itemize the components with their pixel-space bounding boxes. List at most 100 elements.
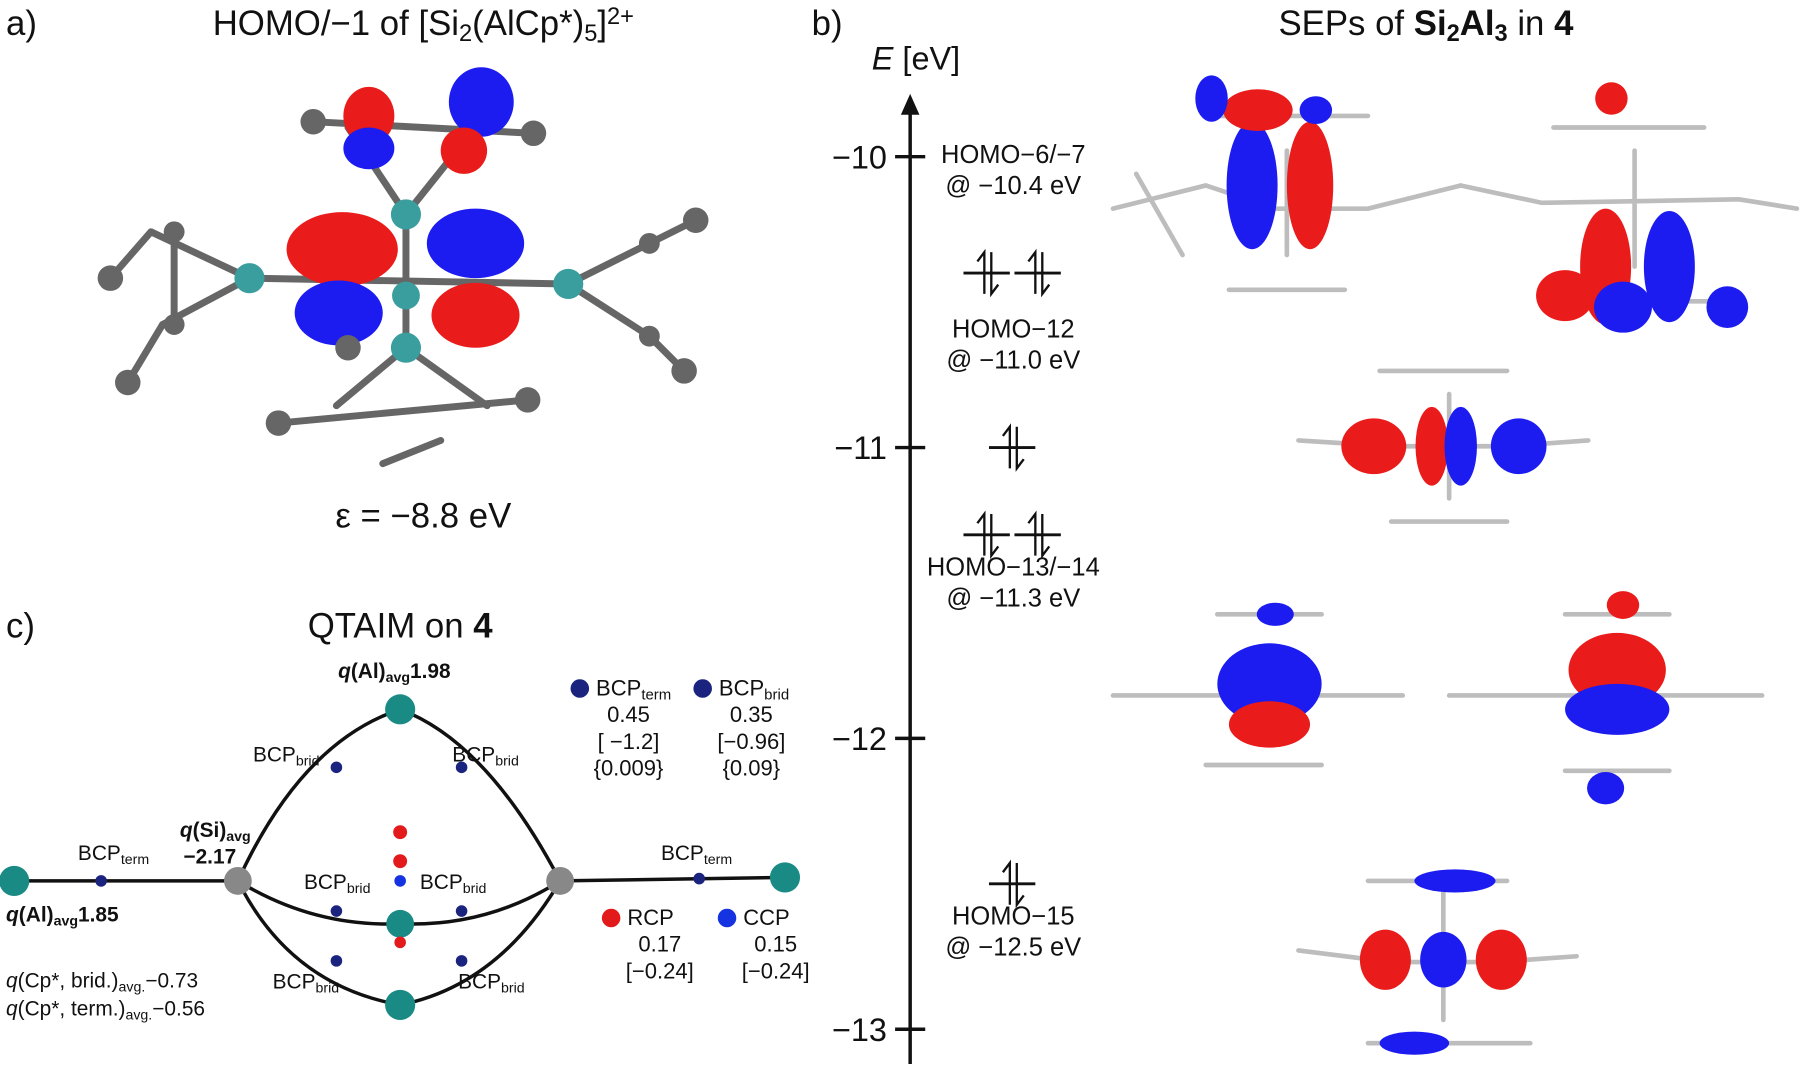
text-segment: −2.17 xyxy=(183,846,236,869)
text-segment: SEPs of xyxy=(1278,5,1413,43)
text-segment: 2+ xyxy=(607,4,634,30)
qtaim-label: q(Al)avg1.98 xyxy=(338,660,451,686)
electron-down xyxy=(990,252,1000,298)
text-segment: BCP xyxy=(304,871,347,894)
text-segment: −0.56 xyxy=(152,997,205,1020)
legend-swatch xyxy=(570,679,590,698)
y-tick-label: −13 xyxy=(832,1012,887,1048)
text-segment: avg xyxy=(54,913,78,929)
text-segment: HOMO/−1 of [Si xyxy=(213,5,459,43)
electron-up xyxy=(1001,423,1011,469)
qtaim-label: BCPbrid xyxy=(452,744,519,769)
text-segment: (Cp*, brid.) xyxy=(18,970,119,993)
text-segment: brid xyxy=(495,753,519,769)
text-segment: term xyxy=(704,852,732,868)
legend-value: [−0.24] xyxy=(626,958,694,983)
qtaim-label: q(Al)avg1.85 xyxy=(6,903,119,928)
text-segment: ] xyxy=(597,5,607,43)
text-segment: brid xyxy=(296,753,320,769)
electron-up xyxy=(1001,859,1011,905)
electron-up xyxy=(1027,248,1037,294)
qtaim-label: BCPbrid xyxy=(458,971,525,997)
text-segment: (Si) xyxy=(193,819,227,842)
text-segment: 3 xyxy=(1495,21,1508,47)
text-segment: q xyxy=(180,819,193,842)
qtaim-points xyxy=(0,694,801,1020)
legend-name: BCPbrid xyxy=(719,675,789,703)
qtaim-label: BCPbrid xyxy=(273,971,340,997)
legend-swatch xyxy=(693,679,712,698)
electron-up xyxy=(1027,510,1037,556)
legend-name: RCP xyxy=(627,905,673,930)
text-segment: BCP xyxy=(78,842,121,865)
text-segment: 2 xyxy=(1447,21,1460,47)
qtaim-label: q(Si)avg xyxy=(180,819,251,844)
level-energy: @ −11.3 eV xyxy=(946,585,1080,613)
panel-title: SEPs of Si2Al3 in 4 xyxy=(1278,5,1574,47)
legend-value: {0.09} xyxy=(723,755,781,780)
panel-letter: b) xyxy=(812,5,843,43)
text-segment: RCP xyxy=(627,905,673,930)
text-segment: avg. xyxy=(119,979,146,995)
qtaim-label: BCPbrid xyxy=(253,744,320,769)
level-name: HOMO−12 xyxy=(952,315,1075,343)
text-segment: brid xyxy=(463,881,487,897)
text-segment: BCP xyxy=(596,675,641,700)
qtaim-label: BCPbrid xyxy=(420,871,487,896)
panel-letter: c) xyxy=(6,608,35,646)
text-segment: brid xyxy=(764,686,789,703)
qtaim-label: BCPbrid xyxy=(304,871,371,896)
legend-value: {0.009} xyxy=(594,755,664,780)
qtaim-label: q(Cp*, term.)avg.−0.56 xyxy=(6,997,205,1022)
text-segment: avg xyxy=(386,670,410,686)
level-name: HOMO−13/−14 xyxy=(927,553,1100,581)
y-tick-label: −11 xyxy=(834,430,887,466)
orbital-energy: ε = −8.8 eV xyxy=(335,497,512,535)
text-segment: E xyxy=(872,41,894,77)
text-segment: 2 xyxy=(459,21,472,47)
text-segment: (AlCp*) xyxy=(472,5,584,43)
text-segment: brid xyxy=(316,980,340,996)
level-energy: @ −12.5 eV xyxy=(945,934,1081,962)
panel-title: QTAIM on 4 xyxy=(308,608,494,646)
text-segment: brid xyxy=(347,881,371,897)
text-segment: (Al) xyxy=(351,660,386,683)
text-segment: term xyxy=(641,686,671,703)
text-segment: avg. xyxy=(125,1007,152,1023)
text-segment: Al xyxy=(1460,5,1495,43)
level-energy: @ −11.0 eV xyxy=(946,347,1080,375)
electron-down xyxy=(1041,252,1051,298)
legend-value: 0.45 xyxy=(607,702,650,727)
level-energy: @ −10.4 eV xyxy=(945,172,1081,200)
text-segment: BCP xyxy=(420,871,463,894)
text-segment: BCP xyxy=(458,971,501,994)
legend-value: 0.35 xyxy=(730,702,773,727)
text-segment: avg xyxy=(226,828,250,844)
legend-swatch xyxy=(601,908,621,928)
panel-letter: a) xyxy=(6,5,37,43)
text-segment: BCP xyxy=(273,971,316,994)
electron-down xyxy=(1015,426,1025,472)
text-segment: BCP xyxy=(253,744,296,767)
text-segment: CCP xyxy=(743,905,789,930)
text-segment: q xyxy=(338,660,351,683)
text-segment: BCP xyxy=(661,842,704,865)
legend-name: CCP xyxy=(743,905,789,930)
legend-value: 0.17 xyxy=(638,932,681,957)
text-segment: q xyxy=(6,997,18,1020)
electron-up xyxy=(976,248,986,294)
qtaim-label: BCPterm xyxy=(78,842,149,867)
legend-value: [ −1.2] xyxy=(598,729,660,754)
qtaim-label: −2.17 xyxy=(183,846,236,869)
text-segment: (Al) xyxy=(19,903,54,926)
axis-label: E [eV] xyxy=(872,41,960,77)
level-name: HOMO−15 xyxy=(952,902,1075,930)
text-segment: BCP xyxy=(452,744,495,767)
qtaim-label: q(Cp*, brid.)avg.−0.73 xyxy=(6,970,198,995)
text-segment: 5 xyxy=(584,21,597,47)
y-tick-label: −12 xyxy=(832,721,887,757)
text-segment: (Cp*, term.) xyxy=(18,997,126,1020)
y-tick-label: −10 xyxy=(832,139,887,175)
legend-swatch xyxy=(717,908,737,928)
